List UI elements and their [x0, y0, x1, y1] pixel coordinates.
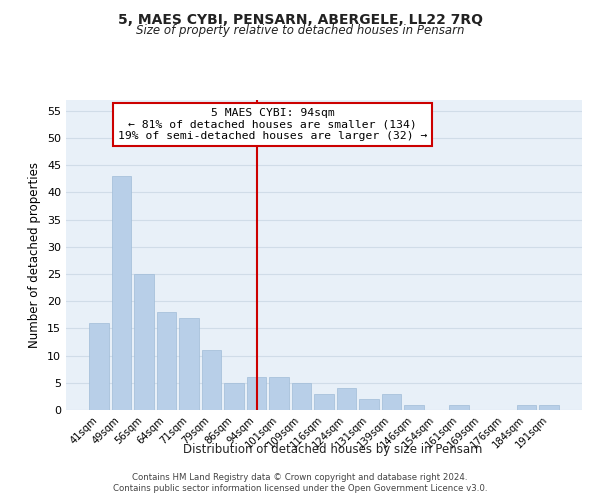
Bar: [359, 399, 379, 410]
Bar: [292, 383, 311, 410]
Bar: [517, 404, 536, 410]
Bar: [269, 378, 289, 410]
Bar: [382, 394, 401, 410]
Bar: [449, 404, 469, 410]
Bar: [247, 378, 266, 410]
Bar: [179, 318, 199, 410]
Bar: [157, 312, 176, 410]
Bar: [224, 383, 244, 410]
Text: Size of property relative to detached houses in Pensarn: Size of property relative to detached ho…: [136, 24, 464, 37]
Bar: [337, 388, 356, 410]
Bar: [89, 323, 109, 410]
Text: Distribution of detached houses by size in Pensarn: Distribution of detached houses by size …: [184, 442, 482, 456]
Text: Contains HM Land Registry data © Crown copyright and database right 2024.: Contains HM Land Registry data © Crown c…: [132, 472, 468, 482]
Bar: [202, 350, 221, 410]
Text: Contains public sector information licensed under the Open Government Licence v3: Contains public sector information licen…: [113, 484, 487, 493]
Text: 5 MAES CYBI: 94sqm
← 81% of detached houses are smaller (134)
19% of semi-detach: 5 MAES CYBI: 94sqm ← 81% of detached hou…: [118, 108, 427, 141]
Bar: [134, 274, 154, 410]
Bar: [314, 394, 334, 410]
Text: 5, MAES CYBI, PENSARN, ABERGELE, LL22 7RQ: 5, MAES CYBI, PENSARN, ABERGELE, LL22 7R…: [118, 12, 482, 26]
Bar: [539, 404, 559, 410]
Bar: [404, 404, 424, 410]
Bar: [112, 176, 131, 410]
Y-axis label: Number of detached properties: Number of detached properties: [28, 162, 41, 348]
